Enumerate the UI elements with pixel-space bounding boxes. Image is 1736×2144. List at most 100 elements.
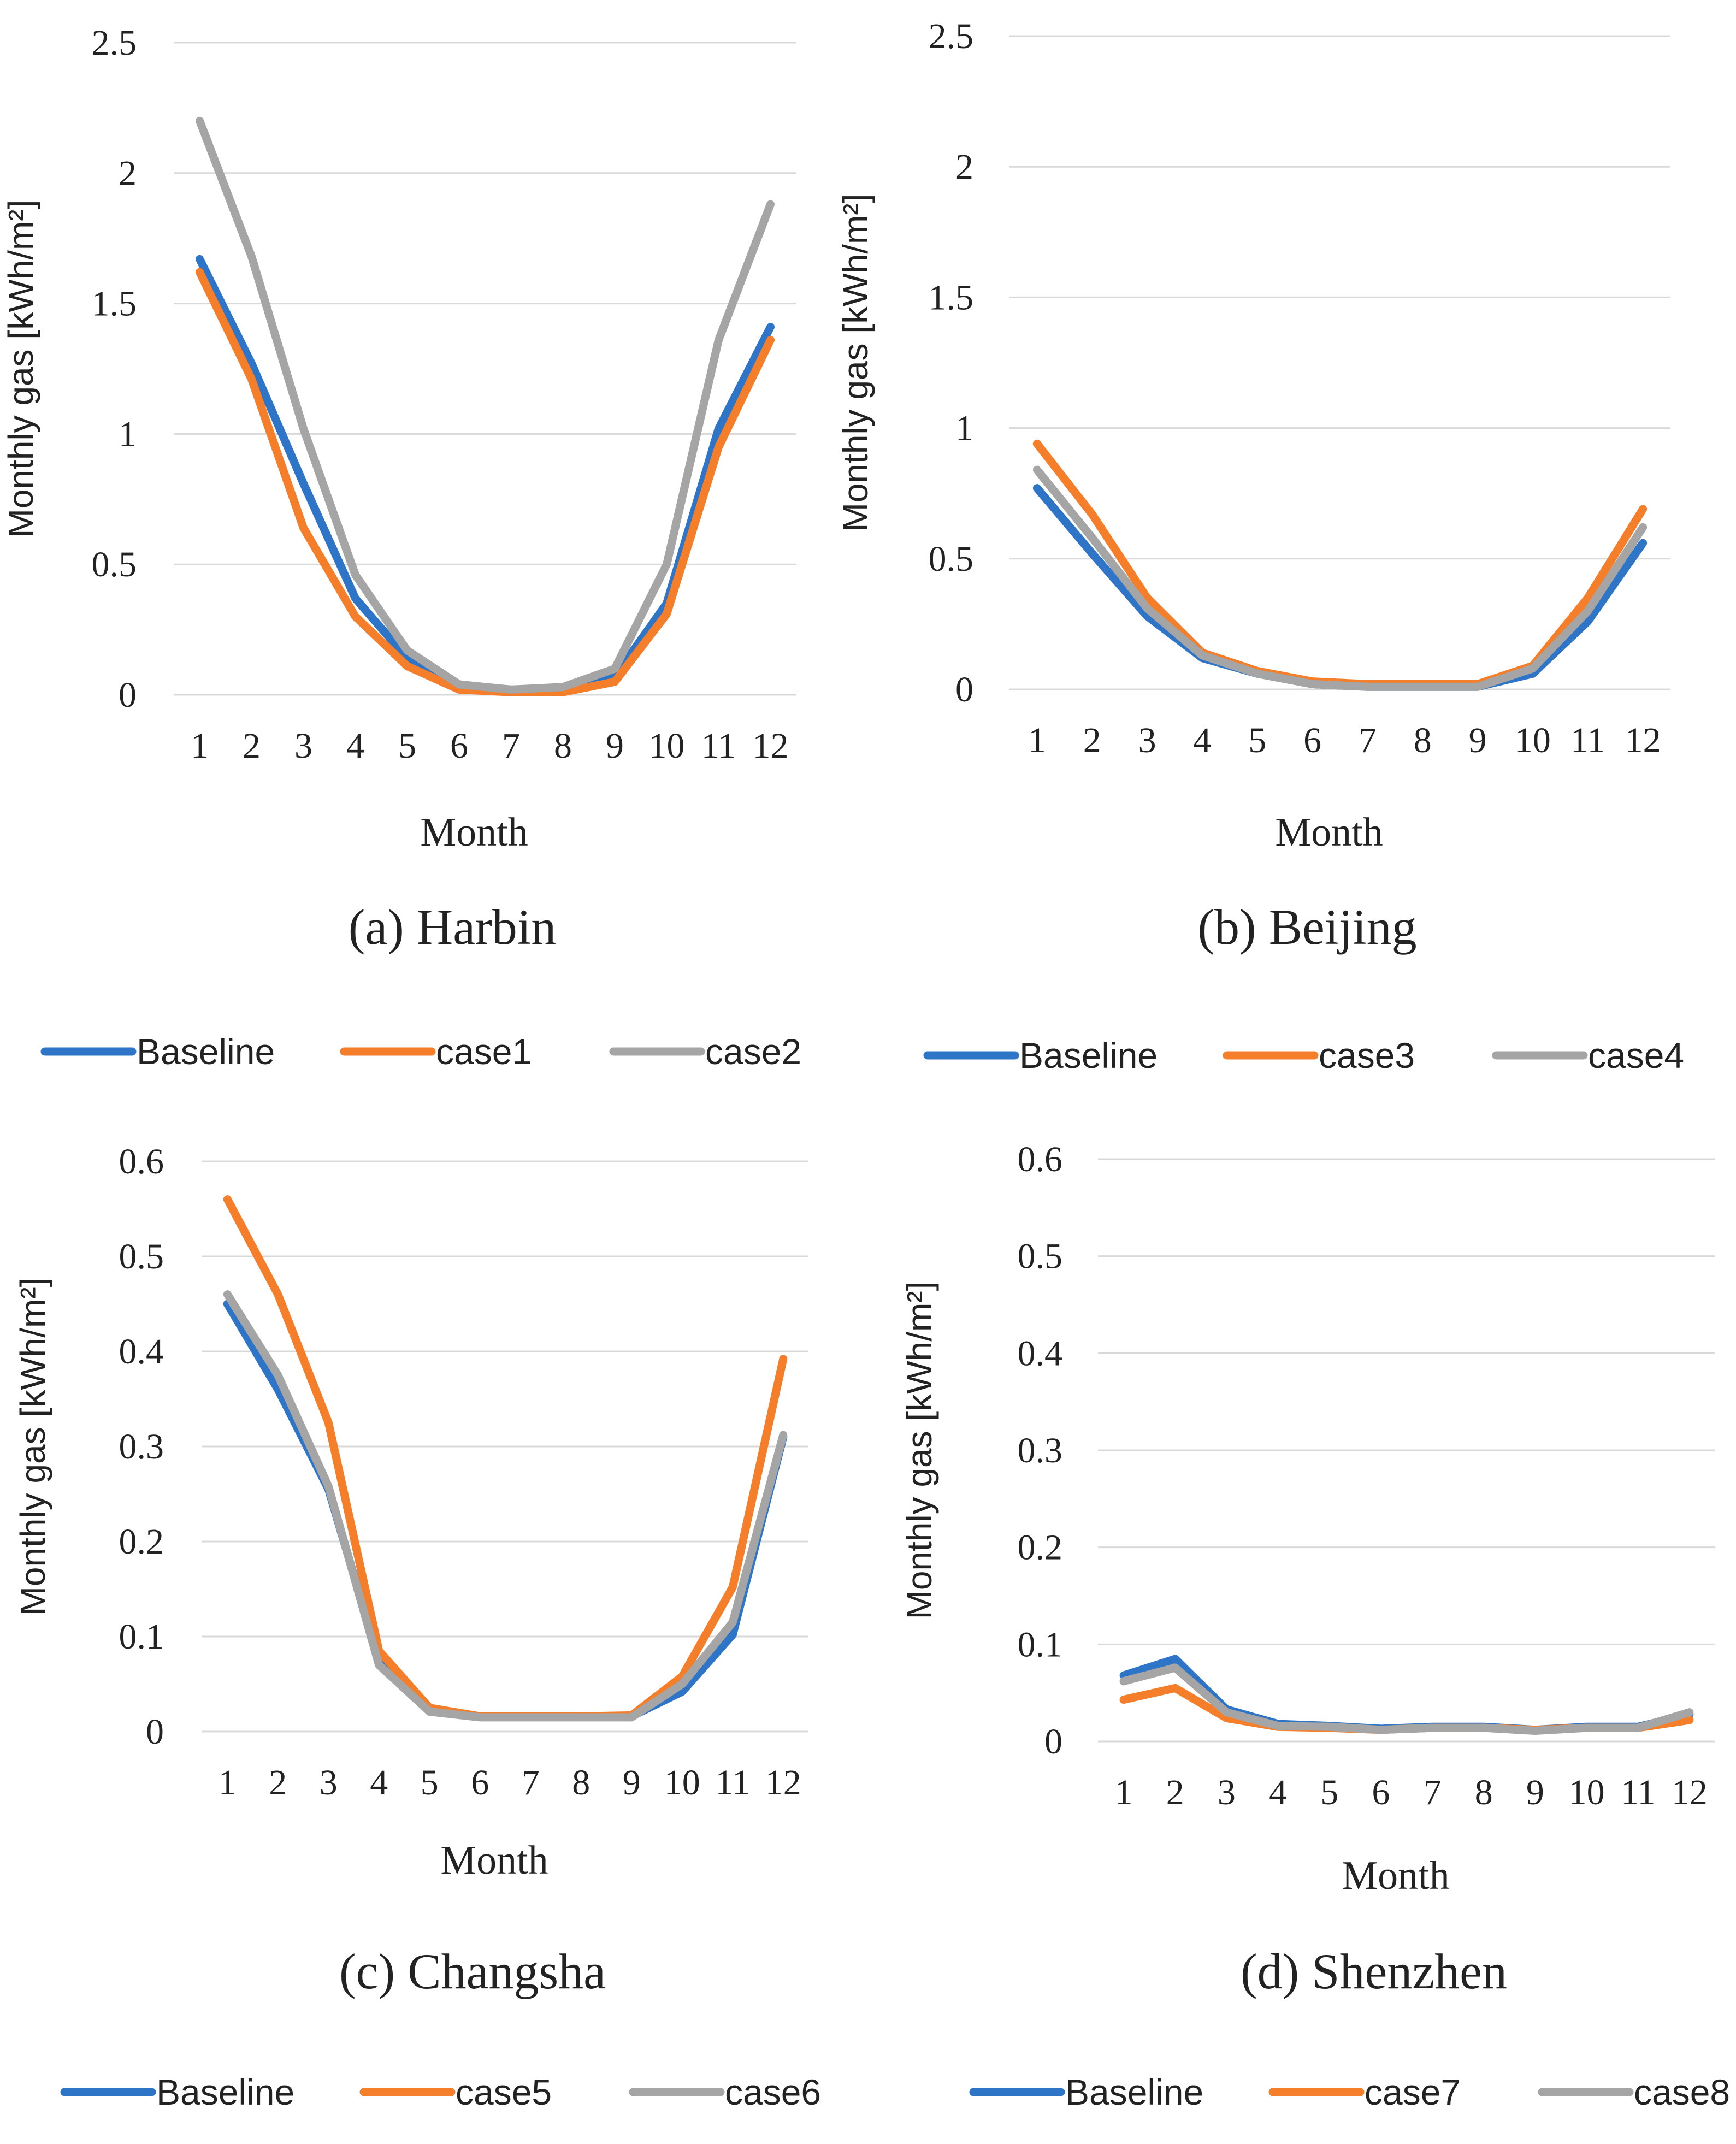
x-tick-label: 12 (1672, 1773, 1708, 1812)
x-tick-label: 7 (1424, 1773, 1442, 1812)
x-tick-label: 3 (1138, 720, 1156, 760)
y-axis-title: Monthly gas [kWh/m²] (1, 200, 40, 538)
x-tick-label: 2 (1083, 720, 1101, 760)
legend-label: Baseline (1019, 1035, 1158, 1076)
y-tick-label: 0.1 (1018, 1625, 1063, 1664)
x-tick-label: 12 (765, 1763, 801, 1803)
x-tick-label: 9 (606, 726, 624, 766)
y-tick-label: 0.1 (119, 1617, 164, 1657)
y-tick-label: 2.5 (92, 23, 137, 63)
x-tick-label: 8 (554, 726, 572, 766)
legend-label: Baseline (1065, 2072, 1203, 2112)
x-tick-label: 8 (1475, 1773, 1493, 1812)
series-line-case6 (223, 1290, 788, 1722)
x-tick-label: 2 (269, 1763, 287, 1803)
y-axis-title: Monthly gas [kWh/m²] (900, 1281, 939, 1620)
x-tick-label: 10 (649, 726, 685, 766)
y-tick-label: 0.2 (119, 1522, 164, 1562)
x-axis-title: Month (420, 810, 528, 855)
x-tick-label: 3 (1218, 1773, 1236, 1812)
x-axis-title: Month (1342, 1853, 1449, 1898)
x-tick-label: 12 (753, 726, 789, 766)
chart-caption: (b) Beijing (1197, 899, 1416, 955)
y-tick-label: 1.5 (929, 277, 974, 317)
y-tick-label: 0 (119, 675, 137, 715)
y-tick-label: 0.6 (1018, 1139, 1063, 1179)
y-tick-label: 0.2 (1018, 1528, 1063, 1568)
legend-label: Baseline (137, 1031, 275, 1072)
x-tick-label: 5 (1248, 720, 1266, 760)
x-tick-label: 2 (243, 726, 261, 766)
x-axis-title: Month (1275, 810, 1383, 855)
x-tick-label: 4 (1193, 720, 1211, 760)
legend-label: case1 (436, 1031, 532, 1072)
legend-label: case8 (1634, 2072, 1730, 2112)
x-tick-label: 10 (1515, 720, 1551, 760)
x-tick-label: 4 (346, 726, 364, 766)
series-line-baseline (223, 1300, 788, 1721)
y-tick-label: 0.5 (119, 1237, 164, 1277)
y-tick-label: 0.5 (929, 539, 974, 579)
chart-caption: (c) Changsha (339, 1944, 606, 1999)
y-tick-label: 1 (119, 414, 137, 454)
x-tick-label: 8 (1414, 720, 1432, 760)
y-tick-label: 0.3 (119, 1427, 164, 1467)
legend-label: case3 (1319, 1035, 1415, 1076)
y-tick-label: 0.5 (1018, 1237, 1063, 1277)
x-tick-label: 6 (1303, 720, 1321, 760)
x-tick-label: 7 (522, 1763, 540, 1803)
x-tick-label: 4 (370, 1763, 388, 1803)
x-tick-label: 9 (1469, 720, 1487, 760)
x-tick-label: 7 (502, 726, 520, 766)
chart-panel-3: 00.10.20.30.40.50.61 2 3 4 5 6 7 8 9 10 11 12Monthl… (13, 1142, 821, 2112)
legend: Baseline case5 case6 (60, 2072, 821, 2112)
x-tick-label: 11 (701, 726, 736, 766)
y-axis-title: Monthly gas [kWh/m²] (13, 1278, 52, 1616)
legend-label: case7 (1365, 2072, 1461, 2112)
x-tick-label: 1 (1115, 1773, 1133, 1812)
y-tick-label: 2 (955, 147, 973, 187)
x-tick-label: 12 (1625, 720, 1661, 760)
chart-caption: (d) Shenzhen (1241, 1944, 1507, 1999)
y-tick-label: 1.5 (92, 284, 137, 324)
legend-label: Baseline (156, 2072, 294, 2112)
series-line-case2 (196, 116, 775, 694)
x-tick-label: 5 (421, 1763, 439, 1803)
y-tick-label: 2 (119, 153, 137, 193)
legend-label: case5 (456, 2072, 552, 2112)
y-tick-label: 0.4 (119, 1332, 164, 1372)
series-line-case8 (1119, 1663, 1694, 1735)
x-tick-label: 3 (294, 726, 312, 766)
y-tick-label: 2.5 (929, 16, 974, 56)
x-tick-label: 11 (715, 1763, 750, 1803)
x-tick-label: 5 (1320, 1773, 1338, 1812)
legend-label: case6 (725, 2072, 821, 2112)
x-tick-label: 7 (1359, 720, 1377, 760)
x-axis-title: Month (440, 1838, 548, 1883)
x-tick-label: 9 (623, 1763, 641, 1803)
x-tick-label: 1 (191, 726, 209, 766)
x-tick-label: 9 (1526, 1773, 1544, 1812)
legend-label: case4 (1588, 1035, 1684, 1076)
legend: Baseline case7 case8 (969, 2072, 1730, 2112)
x-tick-label: 4 (1269, 1773, 1287, 1812)
x-tick-label: 6 (450, 726, 468, 766)
chart-caption: (a) Harbin (349, 899, 557, 955)
y-axis-title: Monthly gas [kWh/m²] (836, 194, 875, 532)
legend-label: case2 (705, 1031, 801, 1072)
legend: Baseline case1 case2 (40, 1031, 801, 1072)
x-tick-label: 10 (664, 1763, 700, 1803)
x-tick-label: 11 (1570, 720, 1605, 760)
y-tick-label: 0.4 (1018, 1333, 1063, 1373)
series-line-case4 (1032, 465, 1648, 691)
x-tick-label: 1 (1028, 720, 1046, 760)
x-tick-label: 1 (219, 1763, 237, 1803)
x-tick-label: 5 (398, 726, 416, 766)
x-tick-label: 6 (1372, 1773, 1390, 1812)
x-tick-label: 8 (572, 1763, 590, 1803)
y-tick-label: 1 (955, 409, 973, 448)
x-tick-label: 6 (471, 1763, 489, 1803)
